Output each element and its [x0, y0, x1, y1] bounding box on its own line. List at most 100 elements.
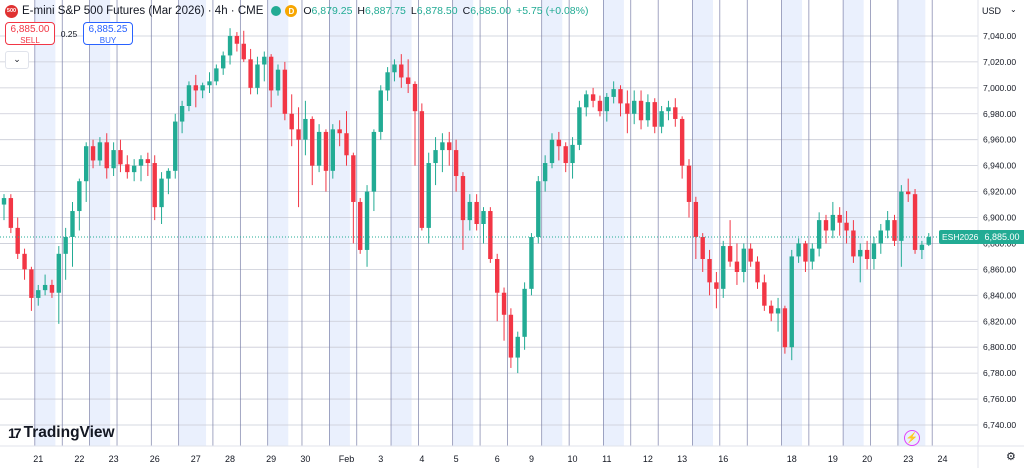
currency-selector[interactable]: USD [982, 6, 1002, 16]
candle-body [186, 85, 192, 106]
buy-label: BUY [99, 36, 117, 45]
chevron-down-icon[interactable]: ⌄ [1010, 5, 1017, 14]
ohlc-readout: O6,879.25 H6,887.75 L6,878.50 C6,885.00 … [303, 5, 588, 17]
candle-up [97, 137, 103, 166]
candle-body [796, 243, 801, 257]
candle-body [1, 198, 7, 205]
buy-price: 6,885.25 [88, 24, 128, 35]
candle-down [234, 32, 240, 52]
candle-body [810, 248, 815, 262]
candle-body [577, 107, 582, 145]
candle-up [42, 274, 48, 296]
candle-down [49, 279, 55, 298]
candle-down [453, 139, 459, 192]
candle-down [892, 214, 897, 247]
time-tick-label: 30 [300, 454, 310, 464]
candle-body [248, 59, 253, 88]
candle-body [262, 56, 267, 65]
candle-body [481, 211, 486, 224]
candle-down [769, 300, 774, 322]
candle-body [36, 290, 41, 298]
candle-body [604, 96, 609, 112]
price-tick-label: 7,020.00 [983, 57, 1016, 67]
candle-body [632, 100, 637, 114]
candle-up [214, 64, 219, 86]
candle-down [29, 266, 34, 311]
price-tick-label: 6,760.00 [983, 394, 1016, 404]
market-status-icon[interactable] [271, 6, 282, 16]
symbol-title[interactable]: E-mini S&P 500 Futures (Mar 2026) · 4h ·… [22, 5, 264, 17]
candle-body [851, 230, 856, 257]
time-tick-label: 21 [33, 454, 43, 464]
candle-down [501, 287, 507, 341]
candle-up [385, 67, 390, 101]
candle-body [467, 201, 472, 221]
candle-body [803, 243, 808, 262]
candle-down [803, 240, 808, 272]
candle-down [714, 271, 719, 309]
candle-down [419, 103, 425, 231]
candle-body [173, 121, 178, 171]
candle-body [337, 129, 342, 134]
candle-up [666, 100, 671, 121]
price-tick-label: 6,820.00 [983, 316, 1016, 326]
candle-body [830, 214, 836, 231]
candle-down [508, 308, 514, 368]
candle-body [255, 64, 260, 88]
candle-down [296, 107, 301, 208]
price-tick-label: 6,940.00 [983, 161, 1016, 171]
candle-body [97, 142, 103, 161]
candle-up [830, 201, 836, 239]
candle-body [90, 146, 96, 161]
delayed-data-icon[interactable]: D [285, 5, 298, 17]
session-shade [692, 0, 713, 446]
candle-down [727, 220, 733, 267]
time-tick-label: 26 [150, 454, 160, 464]
candle-body [412, 83, 418, 112]
candle-down [864, 240, 870, 270]
tradingview-logo[interactable]: 17 TradingView [8, 424, 115, 442]
candle-down [268, 54, 274, 108]
candle-down [707, 249, 712, 296]
candle-body [56, 253, 61, 293]
candle-down [399, 54, 404, 88]
candle-body [885, 220, 890, 231]
candle-down [693, 196, 699, 260]
candle-down [782, 305, 788, 354]
gear-icon[interactable]: ⚙ [1006, 451, 1016, 463]
price-tick-label: 6,780.00 [983, 368, 1016, 378]
chevron-down-icon[interactable]: ⌄ [5, 51, 29, 69]
candle-up [166, 168, 171, 195]
ohlc-open: O6,879.25 [303, 5, 353, 17]
candle-body [460, 176, 466, 221]
price-tick-label: 6,980.00 [983, 109, 1016, 119]
candle-down [912, 188, 918, 254]
candle-up [173, 113, 178, 179]
candle-body [789, 256, 794, 348]
time-tick-label: 4 [419, 454, 424, 464]
candle-up [789, 249, 794, 361]
candle-down [447, 131, 452, 166]
candle-up [262, 51, 267, 82]
buy-button[interactable]: 6,885.25 BUY [83, 22, 133, 45]
candle-down [823, 214, 829, 244]
candle-up [255, 56, 260, 95]
candle-down [118, 139, 123, 173]
candle-up [584, 90, 589, 117]
candle-body [42, 284, 48, 291]
candle-body [693, 201, 699, 237]
candle-body [912, 194, 918, 250]
lightning-icon[interactable]: ⚡ [904, 430, 920, 446]
candle-body [131, 165, 137, 173]
candle-up [371, 129, 377, 212]
time-tick-label: 9 [529, 454, 534, 464]
price-tick-label: 7,000.00 [983, 83, 1016, 93]
candle-body [844, 222, 849, 231]
candle-up [159, 172, 164, 224]
candle-up [810, 243, 815, 270]
candle-body [906, 191, 911, 195]
candle-body [748, 248, 753, 262]
candle-up [138, 155, 144, 182]
sell-button[interactable]: 6,885.00 SELL [5, 22, 55, 45]
